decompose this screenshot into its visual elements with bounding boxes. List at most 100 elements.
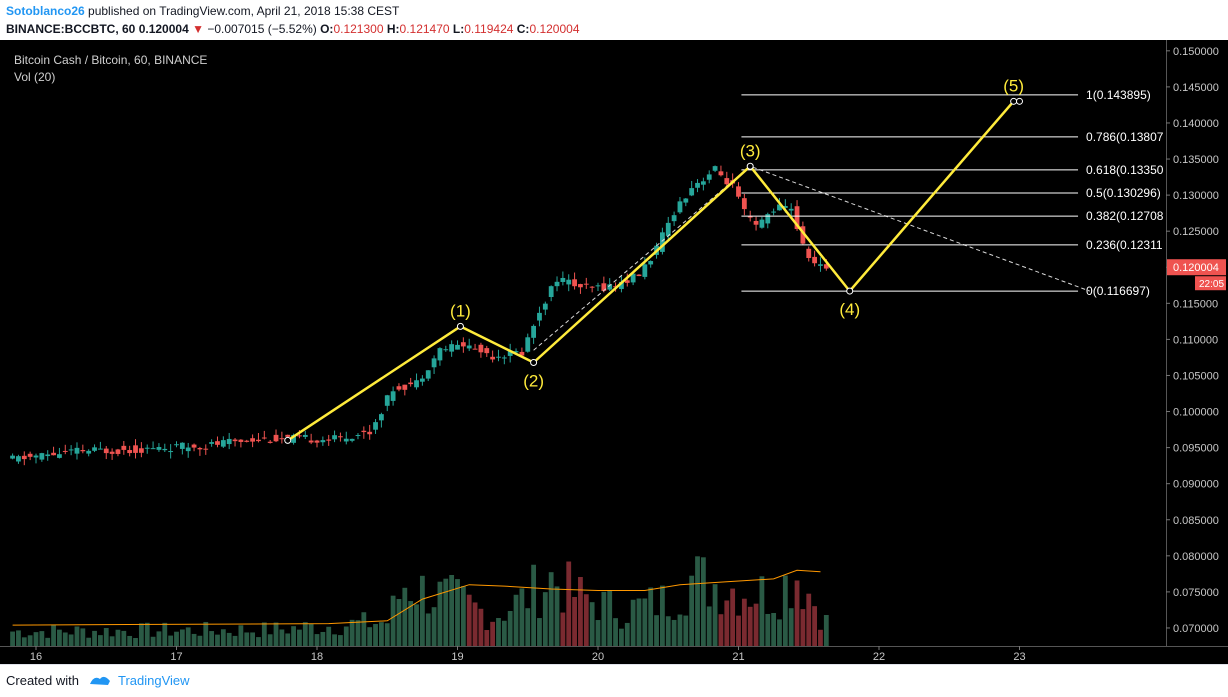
volume-bar xyxy=(97,635,103,646)
low-value: 0.119424 xyxy=(464,22,514,36)
candle-body xyxy=(92,447,97,451)
volume-bar xyxy=(320,631,326,646)
volume-bar xyxy=(554,586,560,646)
candle-body xyxy=(425,370,431,379)
candle-body xyxy=(437,348,443,361)
candle-body xyxy=(583,283,589,285)
candle-body xyxy=(244,440,250,442)
candle-body xyxy=(671,215,677,222)
volume-bar xyxy=(232,635,238,646)
volume-bar xyxy=(419,575,425,646)
volume-bar xyxy=(443,578,449,646)
wave-label: (1) xyxy=(450,301,471,320)
candle-body xyxy=(712,166,718,171)
candle-body xyxy=(138,448,144,453)
candle-body xyxy=(554,281,560,287)
candle-body xyxy=(162,448,168,451)
volume-bar xyxy=(472,602,478,646)
volume-bar xyxy=(168,635,174,646)
price-chart[interactable]: 0.070000 0.075000 0.080000 0.085000 0.090000… xyxy=(0,40,1228,664)
author-link[interactable]: Sotoblanco26 xyxy=(6,4,85,18)
price-axis xyxy=(1166,40,1228,646)
volume-bar xyxy=(812,606,818,646)
volume-bar xyxy=(80,628,86,646)
candle-body xyxy=(343,438,349,442)
volume-bar xyxy=(297,629,302,646)
volume-bar xyxy=(525,608,531,646)
fib-level-label: 0(0.116697) xyxy=(1086,284,1150,298)
candle-body xyxy=(273,434,279,442)
candle-body xyxy=(589,286,595,288)
volume-bar xyxy=(542,592,548,646)
fib-level-label: 1(0.143895) xyxy=(1086,88,1151,102)
candle-body xyxy=(261,437,267,439)
candle-body xyxy=(302,434,308,437)
volume-bar xyxy=(466,594,472,646)
candle-body xyxy=(537,312,542,321)
volume-bar xyxy=(730,588,736,646)
candle-body xyxy=(566,279,572,285)
volume-bar xyxy=(185,627,191,646)
volume-bar xyxy=(683,615,689,646)
volume-bar xyxy=(332,634,337,646)
fib-level-label: 0.5(0.130296) xyxy=(1086,186,1161,200)
last-price-marker xyxy=(1167,259,1226,276)
down-arrow-icon: ▼ xyxy=(192,22,204,36)
y-tick-label: 0.075000 xyxy=(1173,587,1219,599)
candle-body xyxy=(150,448,156,450)
last-price-label: 0.120004 xyxy=(1173,262,1219,274)
candle-body xyxy=(86,450,92,454)
y-tick-label: 0.100000 xyxy=(1173,407,1219,419)
volume-bar xyxy=(57,629,62,646)
volume-bar xyxy=(788,608,794,646)
candle-body xyxy=(695,182,700,188)
volume-bar xyxy=(630,599,636,646)
candle-body xyxy=(419,378,425,382)
candle-body xyxy=(630,273,636,283)
volume-bar xyxy=(384,623,390,646)
volume-bar xyxy=(10,631,15,646)
candle-body xyxy=(449,344,455,352)
volume-bar xyxy=(601,591,607,646)
fib-level-label: 0.618(0.13350 xyxy=(1086,163,1164,177)
tradingview-link[interactable]: TradingView xyxy=(118,673,190,688)
candle-body xyxy=(103,448,109,454)
volume-bar xyxy=(27,635,33,646)
open-value: 0.121300 xyxy=(333,22,384,36)
candle-body xyxy=(220,440,226,447)
low-label: L: xyxy=(452,22,465,36)
ohlc-line: BINANCE:BCCBTC, 60 0.120004 ▼ −0.007015 … xyxy=(6,22,580,36)
volume-bar xyxy=(531,564,537,646)
candle-body xyxy=(74,447,80,454)
candle-body xyxy=(185,447,191,452)
volume-bar xyxy=(338,635,343,646)
candle-body xyxy=(818,264,823,266)
volume-bar xyxy=(39,631,45,646)
volume-bar xyxy=(607,590,613,646)
candle-body xyxy=(191,444,197,448)
publish-info: published on TradingView.com, April 21, … xyxy=(88,4,400,18)
volume-bar xyxy=(823,614,829,646)
candle-body xyxy=(431,358,437,368)
candle-body xyxy=(361,430,367,433)
candle-body xyxy=(250,438,256,442)
volume-label: Vol (20) xyxy=(14,70,55,84)
y-tick-label: 0.130000 xyxy=(1173,190,1219,202)
candle-body xyxy=(484,348,490,354)
chart-title: Bitcoin Cash / Bitcoin, 60, BINANCE xyxy=(14,53,207,67)
candle-body xyxy=(21,455,27,460)
volume-bar xyxy=(285,633,291,646)
price-change: −0.007015 (−5.52%) xyxy=(207,22,317,36)
volume-bar xyxy=(642,598,648,646)
volume-bar xyxy=(689,575,695,646)
wave-point xyxy=(1016,97,1023,105)
volume-bar xyxy=(174,631,179,646)
candle-body xyxy=(326,439,332,441)
volume-bar xyxy=(706,606,712,646)
volume-bar xyxy=(425,613,431,646)
candle-body xyxy=(197,448,203,450)
candle-body xyxy=(782,206,788,208)
volume-bar xyxy=(619,628,624,646)
candle-body xyxy=(747,216,753,218)
volume-bar xyxy=(501,620,507,646)
